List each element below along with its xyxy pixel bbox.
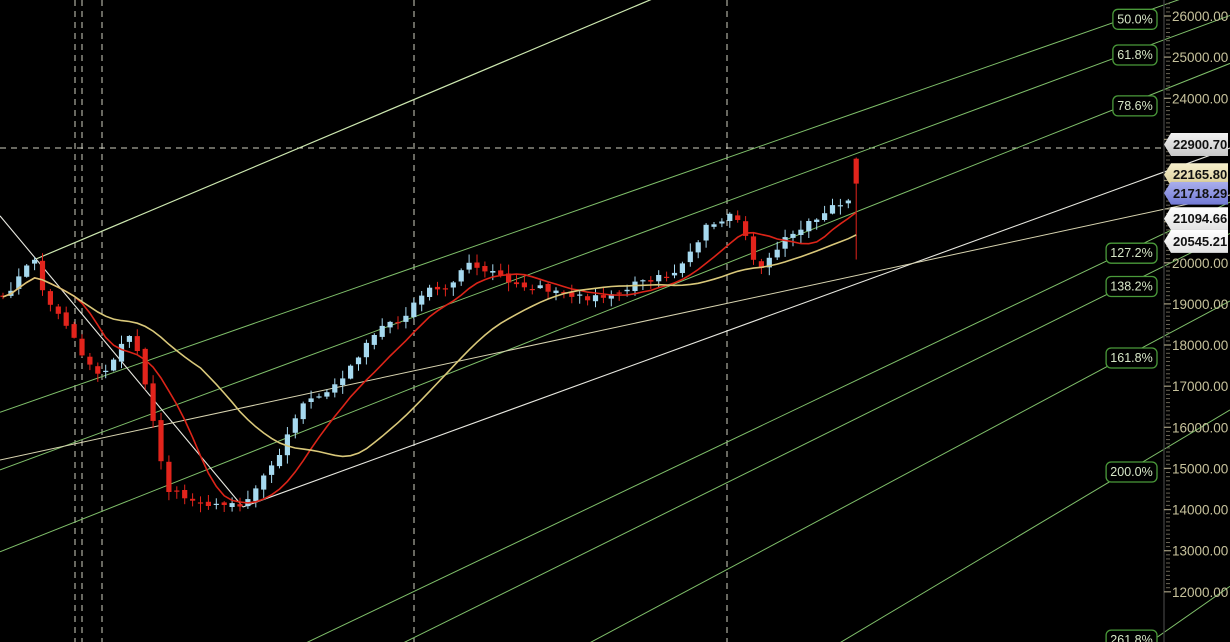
- svg-text:18000.00: 18000.00: [1172, 338, 1228, 353]
- svg-text:78.6%: 78.6%: [1117, 99, 1152, 113]
- svg-text:24000.00: 24000.00: [1172, 91, 1228, 106]
- svg-text:50.0%: 50.0%: [1117, 12, 1152, 26]
- svg-text:16000.00: 16000.00: [1172, 420, 1228, 435]
- svg-text:19000.00: 19000.00: [1172, 297, 1228, 312]
- svg-text:14000.00: 14000.00: [1172, 503, 1228, 518]
- svg-text:15000.00: 15000.00: [1172, 461, 1228, 476]
- svg-text:25000.00: 25000.00: [1172, 50, 1228, 65]
- svg-text:20000.00: 20000.00: [1172, 256, 1228, 271]
- svg-text:12000.00: 12000.00: [1172, 585, 1228, 600]
- svg-text:13000.00: 13000.00: [1172, 544, 1228, 559]
- svg-text:138.2%: 138.2%: [1110, 280, 1152, 294]
- svg-text:200.0%: 200.0%: [1110, 465, 1152, 479]
- svg-text:127.2%: 127.2%: [1110, 246, 1152, 260]
- svg-text:26000.00: 26000.00: [1172, 9, 1228, 24]
- svg-text:17000.00: 17000.00: [1172, 379, 1228, 394]
- svg-text:61.8%: 61.8%: [1117, 48, 1152, 62]
- svg-text:261.8%: 261.8%: [1110, 633, 1152, 642]
- svg-text:161.8%: 161.8%: [1110, 351, 1152, 365]
